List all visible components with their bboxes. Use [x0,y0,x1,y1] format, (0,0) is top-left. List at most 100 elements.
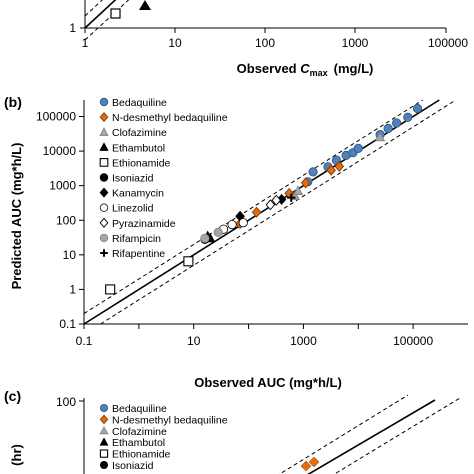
panel-a-lower-fold-line [84,0,130,41]
panel-b-x-axis-title: Observed AUC (mg*h/L) [194,375,342,390]
panel-b-legend-marker-ethionamide [99,158,109,167]
panel-b-legend-label-ethambutol: Ethambutol [112,142,165,154]
panel-b-legend-marker-clofazimine [99,127,109,136]
panel-c-legend-marker-bedaquiline [100,403,109,412]
panel-b-legend-label-kanamycin: Kanamycin [112,188,164,200]
panel-b-point-ethionamide [183,256,194,267]
panel-b-axes: 0.1 1 10 100 1000 10000 100000 0.1 10 1000 100000 [36,100,468,348]
panel-b-legend-label-rifapentine: Rifapentine [112,248,165,260]
panel-b-y-tick-label: 100000 [36,110,76,124]
panel-c-legend-marker-ethionamide [99,449,109,458]
panel-c-legend-marker-ethambutol [99,437,109,446]
panel-a-point-ethambutol [139,0,151,10]
panel-c-label: (c) [4,388,21,404]
panel-b-point-ethionamide [105,284,116,295]
panel-b-point-pyrazinamide [265,199,276,211]
panel-a-x-axis-title: Observed Cmax (mg/L) [237,61,374,78]
panel-c-y-axis-title: (hr) [9,444,24,466]
panel-a-xlabel-part: Observed [237,61,301,76]
panel-b-legend-marker-ethambutol [99,142,109,151]
panel-b-legend-marker-n-desmethyl-bedaquiline [99,112,109,123]
panel-b-point-clofazimine [293,185,304,195]
panel-b-point-bedaquiline [353,143,363,153]
panel-b-legend-label-ethionamide: Ethionamide [112,157,171,169]
panel-b-y-axis-title: Predicted AUC (mg*h/L) [9,143,24,290]
panel-c-lower-fold-line [333,397,461,474]
panel-b-point-bedaquiline [412,103,423,114]
panel-a-xlabel-sub: max [310,68,328,78]
panel-b-legend-marker-isoniazid [99,173,109,182]
panel-b-y-tick-label: 10 [63,248,77,262]
panel-a-x-tick-label: 1 [82,36,89,50]
panel-c-legend-label-ethambutol: Ethambutol [112,437,165,449]
panel-c-legend-marker-clofazimine [99,425,109,435]
panel-b-chart: (b) Predicted AUC (mg*h/L) Observed AUC … [4,94,468,390]
panel-b-point-linezolid [227,219,237,230]
panel-b-legend-marker-pyrazinamide [99,217,109,228]
panel-b-legend-label-isoniazid: Isoniazid [112,173,154,185]
panel-b-point-linezolid [238,218,248,228]
panel-a-plot: 1 [69,0,446,41]
panel-a-upper-fold-line [84,0,103,17]
panel-b-point-rifampicin [213,227,223,237]
panel-b-legend-marker-bedaquiline [99,97,109,107]
panel-b-x-tick-label: 1000 [290,334,317,348]
panel-b-points [105,103,423,295]
panel-b-point-n-desmethyl-bedaquiline [326,164,336,176]
panel-a-x-tick-label: 10 [168,36,182,50]
panel-a-x-tick-label: 1000 [342,36,369,50]
panel-c-legend-marker-isoniazid [100,460,109,469]
panel-b-point-bedaquiline [392,118,402,128]
panel-b-legend: Bedaquiline N-desmethyl bedaquiline Clofaz… [99,97,228,260]
panel-c-legend-label-n-desmethyl-bedaquiline: N-desmethyl bedaquiline [112,414,228,426]
panel-c-legend-label-isoniazid: Isoniazid [112,460,154,472]
panel-a-y-tick-label: 1 [69,21,76,35]
panel-b-legend-label-pyrazinamide: Pyrazinamide [112,218,176,230]
panel-b-upper-fold-line [83,99,424,315]
panel-c-identity-line [307,399,436,474]
panel-b-y-tick-label: 10000 [43,144,77,158]
panel-c-upper-fold-line [278,394,409,474]
panel-b-legend-marker-rifampicin [99,233,109,243]
panel-a-x-ticks: 1 10 100 1000 100000 [82,28,468,50]
panel-b-point-bedaquiline [383,123,393,134]
panel-c-legend-label-bedaquiline: Bedaquiline [112,403,167,415]
panel-c-y-tick-label: 100 [56,395,76,409]
panel-b-x-tick-label: 100000 [393,334,433,348]
panel-c-point-desmethyl [308,456,320,468]
panel-c-legend-marker-n-desmethyl-bedaquiline [99,414,109,425]
panel-c-point-desmethyl [300,460,312,472]
panel-b-legend-label-n-desmethyl-bedaquiline: N-desmethyl bedaquiline [112,112,228,124]
panel-b-legend-label-rifampicin: Rifampicin [112,233,161,245]
panel-a-chart: 1 1 10 100 1000 100000 Observed Cmax (mg/… [69,0,468,78]
panel-b-y-tick-label: 1 [69,282,76,296]
panel-a-x-tick-label: 100000 [428,36,468,50]
panel-a-xlabel-var: C [300,61,310,76]
panel-a-x-tick-label: 100 [255,36,275,50]
panel-b-lower-fold-line [100,99,457,325]
panel-b-y-tick-label: 0.1 [59,317,76,331]
panel-b-point-n-desmethyl-bedaquiline [334,160,345,172]
panel-c-legend-label-clofazimine: Clofazimine [112,426,167,438]
panel-b-legend-marker-linezolid [99,203,109,212]
panel-a-xlabel-unit: (mg/L) [334,61,374,76]
panel-b-point-clofazimine [375,131,386,142]
panel-c-legend-label-ethionamide: Ethionamide [112,449,171,461]
panel-b-label: (b) [4,94,22,110]
panel-b-point-rifapentine [287,193,296,202]
panel-b-point-n-desmethyl-bedaquiline [251,206,262,218]
panel-b-point-pyrazinamide [271,194,282,206]
panel-b-legend-marker-kanamycin [99,187,109,198]
panel-b-point-bedaquiline [403,112,413,122]
panel-b-legend-label-bedaquiline: Bedaquiline [112,97,167,109]
panel-b-legend-label-linezolid: Linezolid [112,203,154,215]
panel-b-legend-label-clofazimine: Clofazimine [112,127,167,139]
panel-b-point-bedaquiline [308,167,318,177]
panel-b-y-tick-label: 100 [56,213,76,227]
panel-b-point-rifampicin [200,233,210,243]
panel-b-point-n-desmethyl-bedaquiline [300,177,311,189]
panel-a-point-ethionamide [110,8,121,19]
